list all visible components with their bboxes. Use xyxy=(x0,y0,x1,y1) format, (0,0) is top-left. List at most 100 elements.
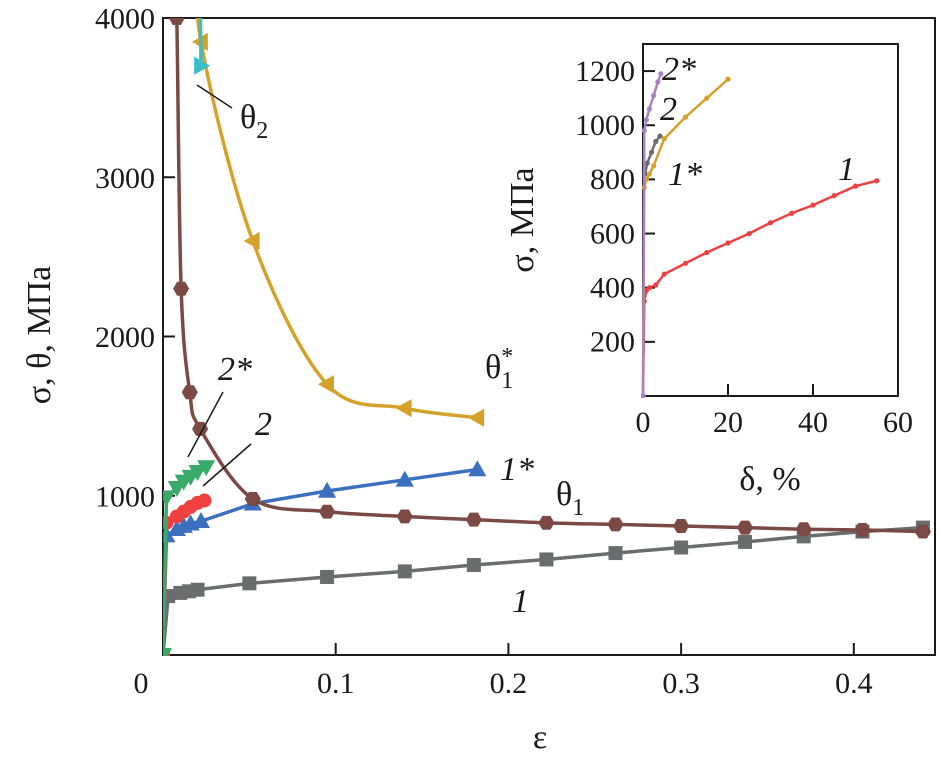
2star-leader-line xyxy=(187,391,224,458)
inset-data-point-2 xyxy=(646,171,652,177)
inset-data-point-2 xyxy=(725,76,731,82)
inset-data-point-1 xyxy=(646,285,652,291)
annotation-2star: 2* xyxy=(218,351,252,388)
main-series-line-1 xyxy=(163,525,924,656)
main-data-point-2star xyxy=(163,648,173,656)
inset-y-tick-label: 800 xyxy=(590,163,635,196)
inset-x-tick-label: 0 xyxy=(636,406,651,439)
2-leader-line xyxy=(202,443,252,487)
inset-data-point-1 xyxy=(831,193,837,199)
inset-data-point-2star xyxy=(646,106,652,112)
inset-data-point-1 xyxy=(682,260,689,266)
main-data-point-theta1 xyxy=(319,504,336,519)
main-x-tick-label: 0.4 xyxy=(835,667,873,700)
main-y-tick-label: 1000 xyxy=(95,480,155,513)
inset-data-point-1 xyxy=(789,210,795,216)
inset-data-point-1 xyxy=(653,282,659,288)
main-y-tick-label: 3000 xyxy=(95,162,155,195)
main-data-point-theta1 xyxy=(736,520,754,535)
inset-data-point-1star xyxy=(657,133,663,139)
inset-data-point-2star xyxy=(641,393,646,398)
inset-plot-frame xyxy=(642,43,899,397)
main-data-point-theta1 xyxy=(192,421,209,436)
main-data-point-2 xyxy=(197,493,212,508)
inset-y-tick-label: 1200 xyxy=(575,55,635,88)
main-data-point-theta1 xyxy=(795,522,812,537)
annotation-2: 2 xyxy=(255,406,272,443)
main-data-point-theta1 xyxy=(465,512,482,527)
main-x-tick-label: 0.1 xyxy=(317,667,355,700)
main-data-point-1 xyxy=(190,582,205,597)
main-x-tick-label: 0.3 xyxy=(662,667,700,700)
annotation-theta1-star: θ1* xyxy=(485,344,513,394)
main-data-point-theta1 xyxy=(181,385,198,400)
main-data-point-1star xyxy=(468,460,487,477)
inset-data-point-2star xyxy=(641,128,647,134)
inset-data-point-1 xyxy=(746,230,752,237)
inset-data-point-1star xyxy=(653,138,659,145)
inset-y-tick-label: 600 xyxy=(590,217,635,250)
inset-data-point-2star xyxy=(651,92,657,99)
inset-data-point-2 xyxy=(661,136,667,142)
main-data-point-theta1 xyxy=(244,491,261,506)
main-data-point-theta1 xyxy=(396,509,413,524)
inset-data-point-1 xyxy=(852,183,859,189)
inset-data-point-1 xyxy=(874,178,880,184)
inset-annotation-1: 1 xyxy=(838,151,855,188)
main-data-point-theta1 xyxy=(168,18,185,25)
main-y-tick-label: 2000 xyxy=(95,321,155,354)
main-data-point-theta1 xyxy=(538,515,555,530)
annotation-theta1: θ1 xyxy=(556,476,584,521)
main-data-point-theta2 xyxy=(194,56,211,75)
inset-y-axis-label: σ, МПа xyxy=(504,167,541,272)
main-x-tick-label: 0 xyxy=(134,667,149,700)
main-data-point-1 xyxy=(397,564,412,579)
main-x-axis-label: ε xyxy=(533,719,547,756)
main-data-point-1 xyxy=(674,540,689,555)
main-data-point-1 xyxy=(466,558,481,573)
main-data-point-theta1 xyxy=(854,523,871,537)
main-data-point-1star xyxy=(317,481,337,498)
main-data-point-1 xyxy=(738,534,753,549)
inset-data-point-2 xyxy=(651,163,657,169)
main-data-point-2star xyxy=(163,490,176,507)
inset-annotation-2star: 2* xyxy=(662,51,696,88)
main-data-point-1star xyxy=(395,470,414,487)
main-data-point-1 xyxy=(539,552,554,567)
main-data-point-theta1 xyxy=(673,519,690,533)
main-y-tick-label: 4000 xyxy=(95,3,155,36)
inset-data-point-2 xyxy=(682,114,689,120)
main-data-point-theta1star xyxy=(317,375,334,394)
annotation-1: 1 xyxy=(512,583,529,620)
inset-annotation-1star: 1* xyxy=(668,156,702,193)
inset-data-point-2star xyxy=(658,71,664,77)
inset-data-point-1star xyxy=(648,149,655,155)
main-y-axis-label: σ, θ, МПа xyxy=(21,266,58,405)
inset-data-point-1 xyxy=(704,249,710,256)
main-x-tick-label: 0.2 xyxy=(490,667,528,700)
main-data-point-theta1star xyxy=(468,408,485,427)
inset-data-point-1star xyxy=(644,160,650,166)
main-data-point-1star xyxy=(191,512,211,529)
inset-data-point-1 xyxy=(810,202,816,208)
main-data-point-theta1 xyxy=(607,517,624,532)
inset-x-axis-label: δ, % xyxy=(739,461,800,498)
inset-annotation-2: 2 xyxy=(660,91,677,128)
main-data-point-1 xyxy=(320,569,335,584)
annotation-theta2: θ2 xyxy=(240,99,268,144)
inset-y-tick-label: 400 xyxy=(590,271,635,304)
main-data-point-1 xyxy=(608,546,623,561)
main-data-point-2star xyxy=(197,460,216,477)
main-data-point-1 xyxy=(242,576,257,591)
inset-data-point-2star xyxy=(655,79,661,85)
inset-x-tick-label: 20 xyxy=(713,406,743,439)
inset-y-tick-label: 200 xyxy=(590,326,635,359)
annotation-1star: 1* xyxy=(500,451,534,488)
inset-data-point-2star xyxy=(643,117,650,123)
main-data-point-theta1 xyxy=(914,524,931,539)
inset-y-tick-label: 1000 xyxy=(575,109,635,142)
inset-x-tick-label: 60 xyxy=(883,406,913,439)
main-series-line-theta2 xyxy=(198,18,203,66)
main-data-point-theta1 xyxy=(173,281,190,296)
main-data-point-theta1star xyxy=(243,231,260,251)
